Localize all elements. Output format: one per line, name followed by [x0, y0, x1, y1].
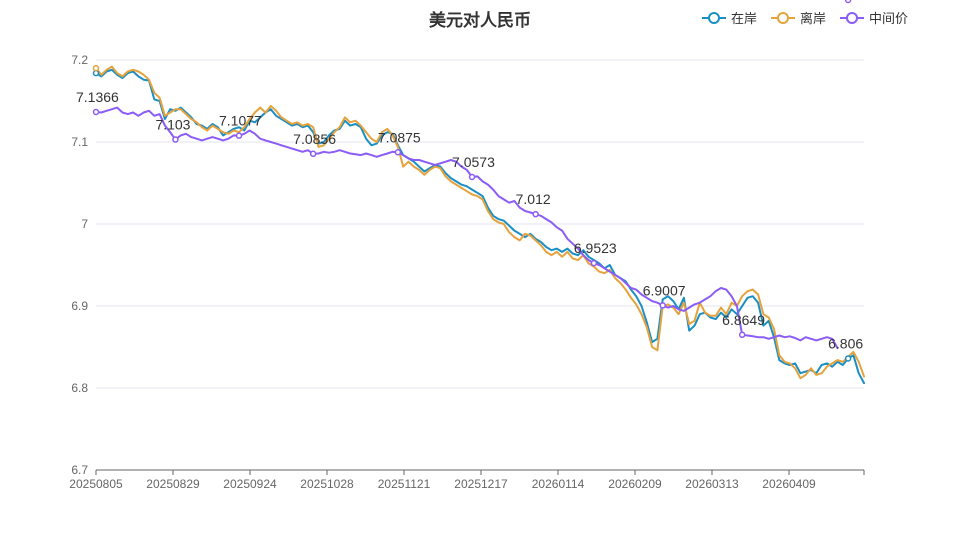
- x-tick-label: 20250805: [69, 477, 123, 491]
- data-point-marker: [235, 132, 243, 139]
- data-point-marker: [738, 331, 746, 339]
- legend-marker-onshore: [701, 11, 726, 24]
- chart-title: 美元对人民币: [429, 11, 531, 30]
- data-point-marker: [844, 0, 852, 4]
- data-point-marker: [394, 149, 402, 156]
- y-tick-label: 6.7: [71, 463, 88, 477]
- y-tick-label: 7: [81, 217, 88, 231]
- data-label: 6.8649: [722, 312, 765, 328]
- y-tick-label: 6.8: [71, 381, 88, 395]
- data-label: 6.9523: [574, 240, 617, 256]
- y-tick-label: 7.2: [71, 53, 88, 67]
- data-label: 6.9007: [643, 282, 686, 298]
- series-line-2: [95, 106, 839, 350]
- data-label: 7.1366: [76, 89, 119, 105]
- series-line-0: [95, 68, 865, 385]
- data-point-marker: [844, 355, 852, 362]
- legend-item-central-parity[interactable]: 中间价: [839, 8, 908, 27]
- y-tick-label: 7.1: [71, 135, 88, 149]
- data-point-marker: [590, 259, 598, 267]
- data-label: 7.0573: [452, 154, 495, 170]
- legend-item-onshore[interactable]: 在岸: [701, 8, 757, 27]
- x-tick-label: 20250924: [223, 477, 277, 491]
- data-point-marker: [92, 108, 100, 116]
- data-label: 7.0875: [378, 129, 421, 145]
- x-tick-label: 20260114: [532, 477, 585, 491]
- data-point-marker: [532, 210, 539, 218]
- data-label: 7.1077: [219, 113, 262, 129]
- data-point-marker: [309, 150, 317, 158]
- legend-marker-central-parity: [839, 11, 864, 24]
- data-point-marker: [172, 136, 179, 143]
- data-label: 7.0856: [293, 131, 336, 147]
- data-label: 6.806: [828, 335, 863, 351]
- x-tick-label: 20260409: [762, 477, 816, 491]
- data-label: 6.8487: [828, 0, 871, 3]
- data-label: 7.103: [155, 117, 190, 133]
- series-line-1: [95, 65, 865, 380]
- x-tick-label: 20251217: [454, 477, 508, 491]
- legend-item-offshore[interactable]: 离岸: [770, 8, 826, 27]
- legend-label-central-parity: 中间价: [868, 11, 908, 26]
- x-tick-label: 20251121: [378, 477, 431, 491]
- legend: 在岸 离岸 中间价: [701, 8, 908, 27]
- data-point-marker: [659, 302, 666, 309]
- y-tick-label: 6.9: [71, 299, 88, 313]
- data-point-marker: [468, 173, 476, 181]
- x-tick-label: 20251028: [300, 477, 354, 491]
- x-tick-label: 20260313: [685, 477, 739, 491]
- legend-label-onshore: 在岸: [730, 11, 757, 26]
- data-point-marker: [92, 64, 100, 72]
- x-tick-label: 20260209: [608, 477, 662, 491]
- x-tick-label: 20250829: [146, 477, 200, 491]
- data-label: 7.012: [516, 191, 551, 207]
- legend-marker-offshore: [770, 11, 795, 24]
- legend-label-offshore: 离岸: [799, 11, 826, 26]
